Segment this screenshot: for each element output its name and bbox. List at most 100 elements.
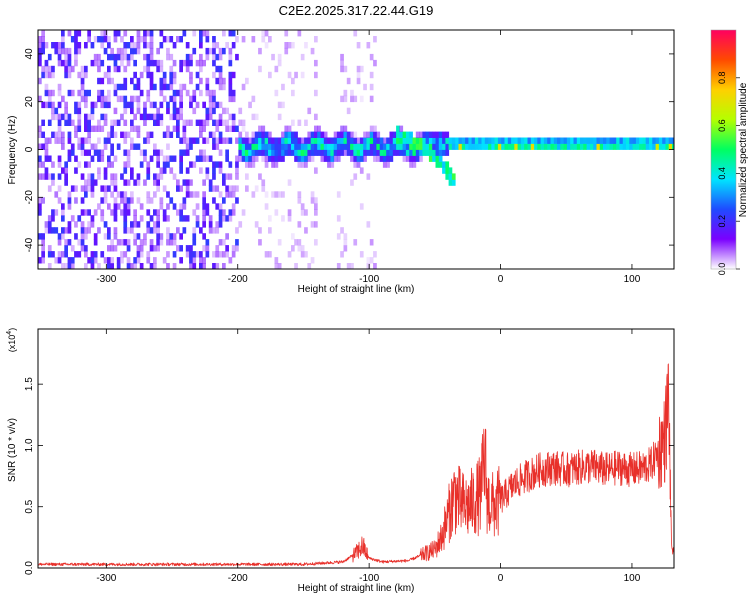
- spectrogram-cell: [442, 167, 446, 174]
- spectrogram-cell: [251, 131, 256, 138]
- spectrogram-cell: [481, 143, 486, 150]
- spectrogram-cell: [222, 209, 226, 216]
- spectrogram-cell: [90, 107, 95, 115]
- spectrogram-cell: [359, 155, 364, 162]
- spectrogram-cell: [304, 119, 308, 126]
- spectrogram-cell: [64, 173, 68, 180]
- spectrogram-cell: [103, 113, 108, 121]
- spectrogram-cell: [100, 36, 105, 43]
- spectrogram-cell: [405, 155, 410, 162]
- spectrogram-cell: [61, 42, 65, 49]
- spectrogram-cell: [61, 30, 65, 37]
- spectrogram-cell: [215, 161, 220, 168]
- spectrogram-cell: [149, 113, 154, 121]
- spectrogram-cell: [61, 233, 65, 240]
- spectrogram-cell: [422, 137, 427, 144]
- spectrogram-cell: [90, 113, 95, 121]
- spectrogram-cell: [241, 149, 246, 156]
- spectrogram-cell: [41, 245, 45, 252]
- spectrogram-cell: [195, 119, 200, 126]
- spectrogram-cell: [84, 71, 88, 79]
- spectrogram-cell: [93, 239, 98, 246]
- spectrogram-cell: [67, 221, 72, 228]
- spectrogram-cell: [87, 113, 91, 121]
- spectrogram-cell: [126, 179, 131, 186]
- spectrogram-cell: [149, 59, 154, 67]
- spectrogram-cell: [107, 89, 111, 97]
- spectrogram-cell: [264, 42, 269, 49]
- spectrogram-cell: [373, 263, 377, 269]
- spectrogram-cell: [445, 137, 450, 144]
- spectrogram-cell: [307, 137, 312, 144]
- spectrogram-cell: [57, 89, 62, 97]
- spectrogram-cell: [343, 233, 348, 240]
- spectrogram-cell: [297, 149, 302, 156]
- spectrogram-cell: [225, 119, 229, 126]
- spectrogram-cell: [93, 251, 98, 258]
- spectrogram-cell: [97, 95, 101, 103]
- spectrogram-cell: [159, 42, 164, 49]
- spectrogram-cell: [208, 89, 213, 97]
- spectrogram-cell: [100, 42, 105, 49]
- spectrogram-cell: [199, 89, 203, 97]
- spectrogram-cell: [146, 227, 151, 234]
- spectrogram-cell: [208, 215, 213, 222]
- spectrogram-cell: [54, 131, 59, 138]
- spectrogram-cell: [333, 155, 338, 162]
- spectrogram-cell: [359, 167, 364, 174]
- spectrogram-cell: [103, 185, 108, 192]
- spectrogram-cell: [478, 143, 482, 150]
- spectrogram-cell: [422, 131, 427, 138]
- spectrogram-cell: [38, 95, 42, 103]
- spectrogram-cell: [317, 143, 321, 150]
- spectrogram-cell: [215, 65, 220, 73]
- colorbar-label: Normalized spectral amplitude: [738, 82, 749, 217]
- spectrogram-cell: [593, 137, 597, 144]
- spectrogram-cell: [93, 101, 98, 109]
- spectrogram-cell: [222, 215, 226, 222]
- spectrogram-cell: [182, 59, 187, 67]
- spectrogram-cell: [205, 203, 210, 210]
- spectrogram-cell: [222, 47, 226, 55]
- spectrogram-cell: [327, 137, 331, 144]
- spectrogram-cell: [38, 53, 42, 61]
- spectrogram-cell: [668, 143, 673, 150]
- spectrogram-cell: [199, 155, 203, 162]
- spectrogram-cell: [468, 143, 473, 150]
- spectrogram-cell: [225, 215, 229, 222]
- spectrogram-cell: [57, 185, 62, 192]
- spectrogram-cell: [228, 257, 233, 264]
- spectrogram-cell: [77, 113, 82, 121]
- spectrogram-cell: [632, 137, 637, 144]
- spectrogram-cell: [277, 149, 282, 156]
- spectrogram-cell: [166, 227, 170, 234]
- spectrogram-cell: [143, 53, 147, 61]
- spectrogram-cell: [304, 149, 308, 156]
- spectrogram-cell: [327, 155, 331, 162]
- spectrogram-cell: [51, 65, 55, 73]
- spectrogram-cell: [432, 131, 436, 138]
- spectrogram-cell: [179, 113, 183, 121]
- spectrogram-cell: [205, 47, 210, 55]
- spectrogram-cell: [494, 143, 499, 150]
- spectrogram-cell: [146, 89, 151, 97]
- spectrogram-cell: [323, 137, 328, 144]
- spectrogram-cell: [103, 197, 108, 204]
- spectrogram-cell: [228, 185, 233, 192]
- spectrogram-cell: [136, 42, 141, 49]
- spectrogram-cell: [162, 155, 167, 162]
- spectrogram-cell: [340, 53, 344, 61]
- spectrogram-cell: [90, 257, 95, 264]
- spectrogram-cell: [159, 77, 164, 85]
- spectrogram-cell: [271, 53, 275, 61]
- spectrogram-cell: [67, 30, 72, 37]
- spectrogram-cell: [100, 30, 105, 37]
- spectrogram-cell: [80, 221, 85, 228]
- spectrogram-cell: [261, 155, 266, 162]
- spectrogram-cell: [87, 119, 91, 126]
- spectrogram-cell: [389, 155, 394, 162]
- spectrogram-cell: [47, 221, 52, 228]
- spectrogram-cell: [199, 65, 203, 73]
- spectrogram-cell: [185, 191, 190, 198]
- spectrogram-cell: [90, 191, 95, 198]
